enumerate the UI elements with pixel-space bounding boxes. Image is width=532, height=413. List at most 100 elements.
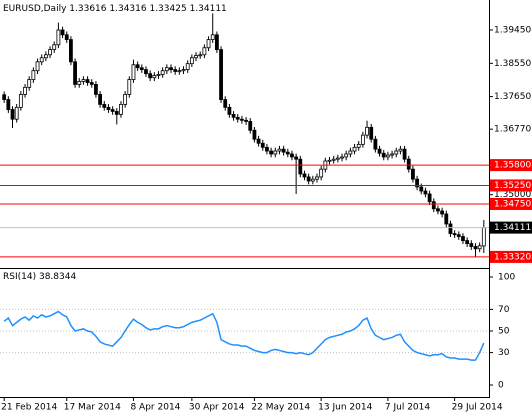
y-tick-label: 1.36770 (494, 125, 531, 135)
candle-body (252, 129, 257, 140)
indicator-value: 38.8344 (39, 272, 76, 282)
level-label-box (490, 159, 532, 172)
candle-body (169, 67, 173, 70)
candle-body (227, 106, 232, 115)
y-tick-label: 0 (498, 381, 504, 391)
candle-body (85, 79, 90, 83)
candle-body (144, 69, 148, 75)
candle-body (335, 157, 340, 160)
y-tick-label: 30 (498, 348, 510, 358)
candle-body (385, 154, 390, 158)
indicator-header: RSI(14) 38.8344 (3, 272, 76, 282)
candle-body (419, 186, 424, 192)
candle-body (302, 173, 307, 178)
level-label: 1.35250 (494, 181, 531, 191)
candle-body (35, 61, 40, 72)
candle-body (411, 168, 415, 180)
candle-body (123, 93, 128, 105)
candle-body (23, 86, 27, 95)
candle-body (369, 126, 374, 140)
candle-body (106, 106, 111, 110)
candle-body (148, 73, 153, 79)
level-label: 1.33320 (494, 252, 531, 262)
level-label-box (490, 179, 532, 192)
candle-body (360, 134, 365, 145)
candle-body (69, 39, 73, 63)
candle-body (18, 93, 23, 108)
candle-body (452, 233, 457, 236)
candle-body (214, 34, 219, 51)
candle-body (365, 126, 369, 136)
candle-body (477, 245, 482, 250)
candle-body (139, 67, 144, 70)
x-tick-label: 17 Mar 2014 (64, 403, 121, 413)
candle-body (2, 94, 7, 100)
candle-body (94, 83, 98, 95)
candle-body (273, 150, 278, 155)
candle-body (81, 79, 86, 82)
ohlc-close: 1.34111 (190, 4, 227, 14)
indicator-title: RSI(14) (3, 272, 36, 282)
candle-body (306, 176, 311, 182)
y-tick-label: 1.35000 (494, 190, 531, 200)
y-tick-label: 70 (498, 305, 510, 315)
candle-body (260, 142, 265, 148)
candle-body (277, 148, 282, 152)
chart-title: EURUSD,Daily (3, 4, 67, 14)
candle-body (206, 39, 211, 49)
candle-body (319, 168, 324, 178)
candle-body (465, 240, 470, 244)
candle-body (89, 82, 94, 85)
level-label-box (490, 250, 532, 263)
candle-body (177, 70, 182, 73)
candle-body (298, 158, 303, 175)
candle-body (156, 74, 161, 76)
candle-body (344, 153, 349, 158)
x-tick-label: 7 Jul 2014 (385, 403, 430, 413)
x-tick-label: 13 Jun 2014 (318, 403, 372, 413)
candle-body (48, 49, 52, 56)
candle-body (481, 227, 486, 247)
candle-body (244, 119, 248, 122)
y-tick-label: 1.38550 (494, 59, 531, 69)
candle-body (202, 47, 207, 56)
candle-body (285, 151, 290, 155)
ohlc-low: 1.33425 (149, 4, 186, 14)
candle-body (185, 63, 190, 70)
level-label: 1.35800 (494, 161, 531, 171)
candle-body (77, 81, 82, 85)
candle-body (60, 29, 65, 36)
price-label: 1.34111 (494, 223, 531, 233)
candle-body (444, 213, 449, 225)
candle-body (98, 93, 103, 105)
x-tick-label: 21 Feb 2014 (1, 403, 57, 413)
candle-body (152, 75, 157, 79)
candle-body (469, 243, 474, 247)
candle-body (373, 138, 378, 150)
candle-body (427, 193, 432, 203)
rsi-line (3, 310, 485, 361)
candle-body (331, 158, 336, 161)
candle-body (406, 158, 411, 170)
candle-body (110, 109, 115, 112)
candle-body (64, 34, 69, 41)
candle-body (160, 70, 165, 75)
candle-body (219, 49, 223, 100)
candle-body (173, 69, 178, 72)
candle-body (164, 67, 169, 72)
x-tick-label: 30 Apr 2014 (189, 403, 245, 413)
candle-body (43, 54, 48, 59)
candle-body (415, 178, 419, 188)
candle-body (223, 99, 228, 108)
candle-body (131, 64, 136, 80)
candle-body (189, 57, 194, 65)
candle-body (398, 148, 403, 152)
candle-body (6, 99, 11, 110)
y-tick-label: 100 (498, 273, 515, 283)
y-tick-label: 50 (498, 327, 510, 337)
candle-body (248, 121, 253, 131)
candle-body (52, 44, 57, 51)
candle-body (340, 156, 344, 159)
chart-header: EURUSD,Daily 1.33616 1.34316 1.33425 1.3… (3, 4, 227, 14)
